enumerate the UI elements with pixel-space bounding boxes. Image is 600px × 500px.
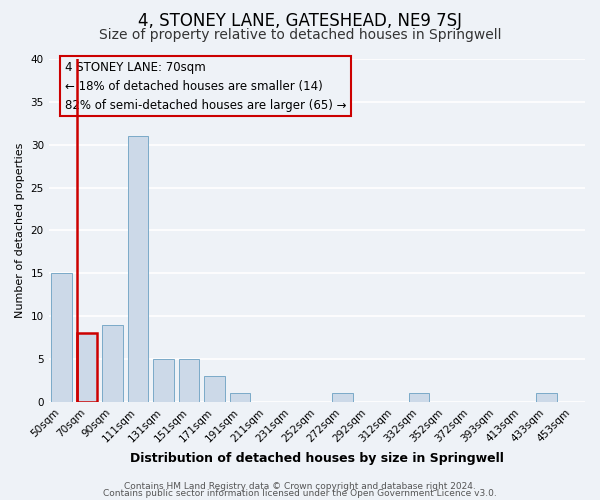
Text: 4 STONEY LANE: 70sqm
← 18% of detached houses are smaller (14)
82% of semi-detac: 4 STONEY LANE: 70sqm ← 18% of detached h…	[65, 60, 346, 112]
Bar	[77, 334, 97, 402]
Text: Size of property relative to detached houses in Springwell: Size of property relative to detached ho…	[99, 28, 501, 42]
Bar	[128, 136, 148, 402]
Bar	[536, 394, 557, 402]
Bar	[154, 359, 174, 402]
Bar	[179, 359, 199, 402]
X-axis label: Distribution of detached houses by size in Springwell: Distribution of detached houses by size …	[130, 452, 504, 465]
Text: Contains public sector information licensed under the Open Government Licence v3: Contains public sector information licen…	[103, 489, 497, 498]
Bar	[103, 325, 123, 402]
Bar	[51, 274, 71, 402]
Bar	[205, 376, 225, 402]
Bar	[230, 394, 250, 402]
Bar	[409, 394, 429, 402]
Text: 4, STONEY LANE, GATESHEAD, NE9 7SJ: 4, STONEY LANE, GATESHEAD, NE9 7SJ	[138, 12, 462, 30]
Y-axis label: Number of detached properties: Number of detached properties	[15, 143, 25, 318]
Text: Contains HM Land Registry data © Crown copyright and database right 2024.: Contains HM Land Registry data © Crown c…	[124, 482, 476, 491]
Bar	[332, 394, 353, 402]
